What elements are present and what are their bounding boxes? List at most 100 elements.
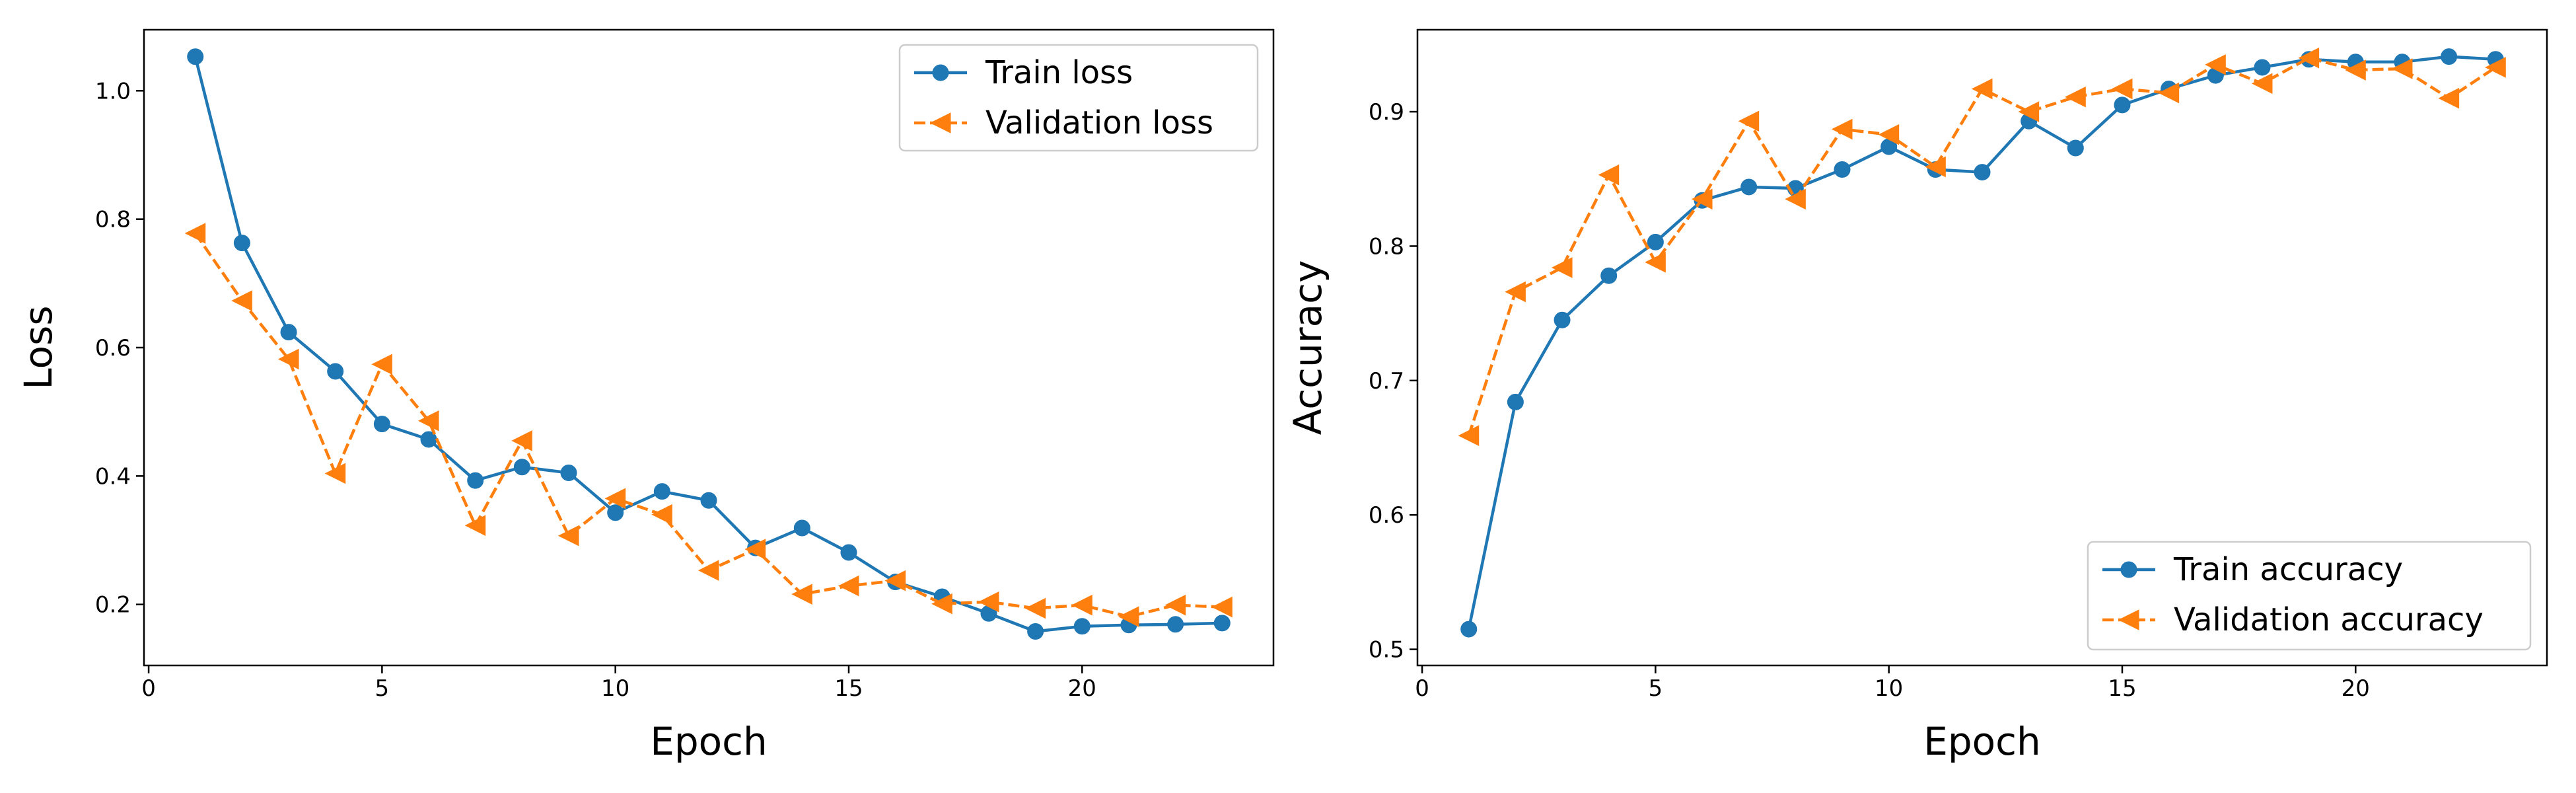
data-point	[1027, 623, 1044, 640]
data-point	[2067, 139, 2084, 157]
data-point	[838, 575, 859, 597]
y-tick-label: 0.9	[1369, 99, 1404, 126]
data-point	[651, 504, 672, 525]
data-point	[2345, 59, 2366, 81]
y-tick-label: 0.2	[95, 592, 131, 619]
data-point	[1073, 618, 1091, 635]
data-point	[840, 544, 857, 561]
data-point	[1213, 615, 1231, 632]
data-point	[1738, 110, 1760, 132]
data-point	[1507, 393, 1524, 410]
data-point	[2065, 86, 2086, 108]
data-point	[2298, 47, 2320, 69]
data-point	[1164, 594, 1186, 616]
data-point	[327, 363, 344, 380]
y-tick-label: 0.6	[95, 335, 131, 361]
data-point	[1971, 78, 1993, 100]
data-point	[1691, 188, 1713, 210]
data-point	[1458, 425, 1480, 447]
series-line	[194, 232, 1223, 619]
series-1	[184, 223, 1233, 627]
data-point	[1645, 252, 1666, 273]
data-point	[2485, 57, 2506, 78]
y-tick-label: 0.8	[95, 207, 131, 233]
data-point	[884, 570, 906, 591]
data-point	[417, 410, 439, 432]
legend-marker	[932, 64, 949, 81]
data-point	[698, 560, 719, 581]
data-point	[2438, 87, 2460, 109]
data-point	[467, 472, 484, 489]
data-point	[2205, 54, 2226, 75]
data-point	[2441, 48, 2458, 65]
x-tick-label: 10	[1875, 675, 1903, 702]
x-tick-label: 15	[834, 675, 863, 702]
y-tick-label: 0.4	[95, 463, 131, 490]
data-point	[324, 463, 346, 484]
data-point	[1925, 156, 1946, 178]
data-point	[280, 324, 297, 341]
x-tick-label: 0	[1415, 675, 1429, 702]
data-point	[373, 416, 390, 433]
x-axis-title: Epoch	[1923, 719, 2041, 764]
series-line	[1467, 56, 2497, 436]
legend-label: Train loss	[985, 54, 1133, 91]
data-point	[2254, 59, 2271, 76]
series-1	[1458, 47, 2506, 447]
legend: Train accuracy Validation accuracy	[2087, 541, 2532, 651]
series-0	[187, 48, 1231, 640]
data-point	[1974, 164, 1991, 181]
data-point	[1071, 594, 1092, 616]
x-tick-label: 5	[375, 675, 390, 702]
data-point	[1554, 311, 1571, 328]
legend-box	[2087, 541, 2532, 651]
y-axis-title: Accuracy	[1285, 260, 1330, 435]
data-point	[793, 519, 810, 537]
data-point	[1460, 621, 1478, 638]
legend-marker	[929, 112, 951, 133]
data-point	[513, 459, 530, 476]
y-tick-label: 0.8	[1369, 233, 1404, 260]
x-tick-label: 10	[601, 675, 629, 702]
data-point	[1834, 161, 1851, 178]
data-point	[233, 235, 250, 252]
loss-chart-panel: 0 5 10 15 20 0.2 0.4 0.6 0.8 1.0 Epoch Loss Train lo…	[16, 28, 1275, 764]
data-point	[2114, 96, 2131, 114]
legend-marker	[2120, 561, 2137, 578]
data-point	[560, 464, 577, 481]
data-point	[1118, 606, 1139, 627]
data-point	[1551, 257, 1573, 278]
x-tick-label: 0	[141, 675, 156, 702]
legend-marker	[2118, 609, 2139, 630]
data-point	[2111, 78, 2133, 100]
y-tick-label: 1.0	[95, 78, 131, 104]
x-axis-title: Epoch	[650, 719, 768, 764]
data-point	[1740, 178, 1758, 196]
data-point	[1598, 164, 1620, 186]
data-point	[931, 593, 952, 615]
x-tick-label: 15	[2108, 675, 2136, 702]
data-point	[978, 591, 999, 613]
legend-box	[898, 44, 1259, 152]
data-point	[1167, 616, 1184, 633]
data-point	[700, 492, 717, 509]
data-point	[511, 430, 532, 451]
data-point	[231, 290, 252, 311]
data-point	[187, 48, 204, 65]
y-axis-title: Loss	[16, 305, 61, 389]
data-point	[744, 539, 766, 560]
data-point	[371, 354, 392, 375]
legend-label: Train accuracy	[2173, 551, 2403, 588]
data-point	[653, 483, 670, 500]
x-tick-label: 20	[2342, 675, 2370, 702]
data-point	[2158, 82, 2180, 104]
legend: Train loss Validation loss	[898, 44, 1259, 152]
data-point	[1024, 597, 1046, 619]
legend-label: Validation accuracy	[2174, 601, 2484, 638]
accuracy-chart-panel: 0 5 10 15 20 0.5 0.6 0.7 0.8 0.9 Epoch Accuracy Trai…	[1285, 28, 2548, 764]
data-point	[277, 348, 299, 370]
data-point	[604, 488, 626, 510]
data-point	[464, 515, 486, 536]
data-point	[557, 525, 579, 547]
data-point	[1647, 233, 1664, 250]
